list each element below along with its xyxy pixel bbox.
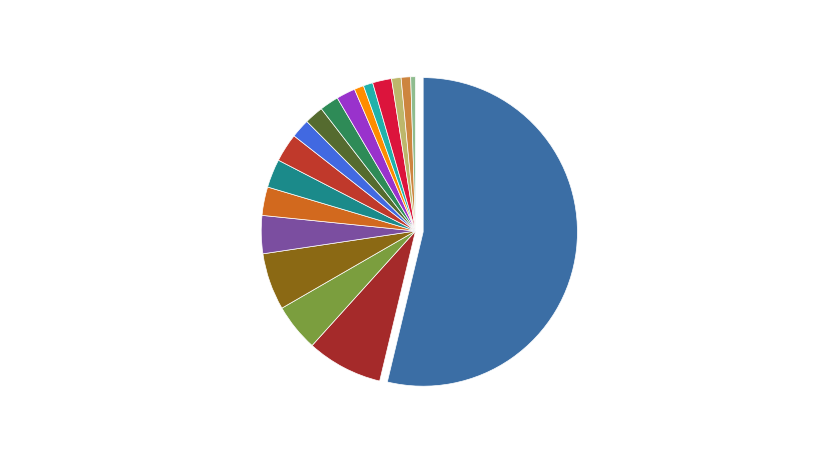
- Wedge shape: [355, 86, 416, 231]
- Wedge shape: [372, 79, 416, 231]
- Wedge shape: [261, 215, 416, 254]
- Wedge shape: [307, 109, 416, 231]
- Wedge shape: [294, 122, 416, 231]
- Wedge shape: [278, 136, 416, 231]
- Wedge shape: [411, 77, 416, 231]
- Wedge shape: [322, 98, 416, 231]
- Wedge shape: [401, 77, 416, 231]
- Wedge shape: [391, 78, 416, 231]
- Wedge shape: [282, 231, 416, 346]
- Wedge shape: [387, 78, 578, 386]
- Wedge shape: [312, 231, 416, 381]
- Wedge shape: [337, 89, 416, 231]
- Wedge shape: [363, 83, 416, 231]
- Wedge shape: [268, 160, 416, 231]
- Wedge shape: [263, 231, 416, 308]
- Wedge shape: [262, 187, 416, 231]
